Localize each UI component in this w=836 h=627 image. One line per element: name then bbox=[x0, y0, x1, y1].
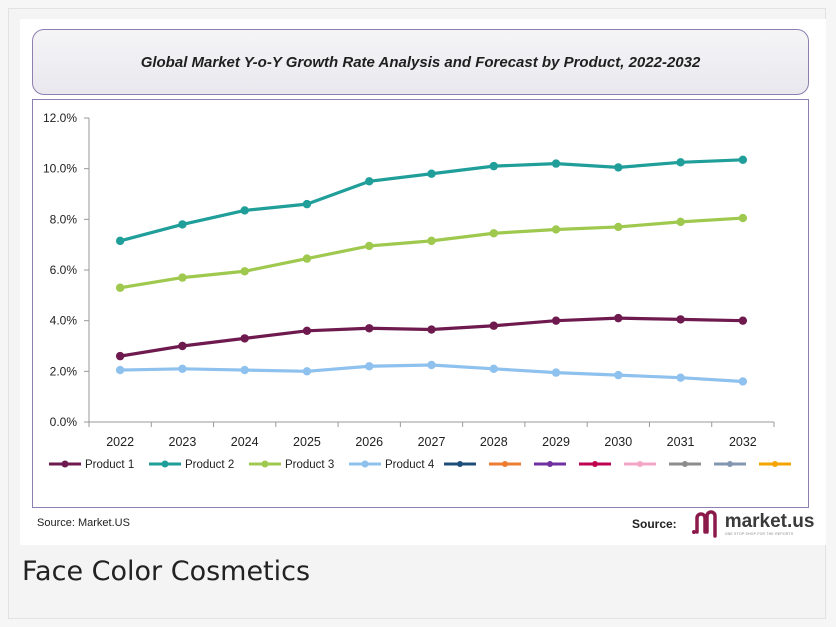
series-line-1 bbox=[120, 318, 743, 356]
brand-name: market.us bbox=[725, 511, 815, 532]
x-tick-label: 2024 bbox=[231, 435, 259, 449]
legend-swatch-marker bbox=[62, 461, 69, 468]
legend-swatch-marker bbox=[162, 461, 169, 468]
market-logo-icon bbox=[691, 510, 721, 538]
chart-figure: Global Market Y-o-Y Growth Rate Analysis… bbox=[20, 19, 826, 545]
data-point bbox=[490, 229, 498, 237]
data-point bbox=[676, 315, 684, 323]
data-point bbox=[178, 365, 186, 373]
legend-extra-marker bbox=[727, 461, 733, 467]
data-point bbox=[240, 334, 248, 342]
data-point bbox=[427, 325, 435, 333]
data-point bbox=[676, 218, 684, 226]
brand-tagline: ONE STOP SHOP FOR THE REPORTS bbox=[725, 532, 815, 536]
legend-extra-marker bbox=[457, 461, 463, 467]
data-point bbox=[552, 159, 560, 167]
data-point bbox=[240, 267, 248, 275]
data-point bbox=[739, 377, 747, 385]
x-tick-label: 2022 bbox=[106, 435, 134, 449]
x-tick-label: 2023 bbox=[169, 435, 197, 449]
data-point bbox=[739, 214, 747, 222]
legend-label: Product 2 bbox=[185, 459, 234, 471]
data-point bbox=[427, 170, 435, 178]
chart-title: Global Market Y-o-Y Growth Rate Analysis… bbox=[141, 54, 701, 71]
market-us-logo: market.us ONE STOP SHOP FOR THE REPORTS bbox=[691, 510, 815, 538]
data-point bbox=[490, 322, 498, 330]
data-point bbox=[552, 316, 560, 324]
legend-swatch-marker bbox=[362, 461, 369, 468]
page-caption: Face Color Cosmetics bbox=[22, 556, 310, 587]
data-point bbox=[614, 314, 622, 322]
data-point bbox=[116, 237, 124, 245]
legend-extra-marker bbox=[682, 461, 688, 467]
data-point bbox=[614, 163, 622, 171]
y-tick-label: 6.0% bbox=[50, 263, 78, 277]
y-tick-label: 8.0% bbox=[50, 212, 78, 226]
legend-extra-marker bbox=[547, 461, 553, 467]
data-point bbox=[739, 156, 747, 164]
data-point bbox=[178, 273, 186, 281]
data-point bbox=[552, 368, 560, 376]
brand-block: Source: market.us ONE STOP SHOP FOR THE … bbox=[632, 509, 814, 539]
data-point bbox=[178, 342, 186, 350]
data-point bbox=[303, 200, 311, 208]
line-chart: 0.0% 2.0% 4.0% 6.0% 8.0% 10.0% 12.0% 2022 2023 20… bbox=[33, 100, 810, 509]
data-point bbox=[178, 220, 186, 228]
x-tick-label: 2029 bbox=[542, 435, 570, 449]
legend-extra-marker bbox=[772, 461, 778, 467]
x-tick-label: 2025 bbox=[293, 435, 321, 449]
data-point bbox=[365, 324, 373, 332]
y-tick-label: 2.0% bbox=[50, 364, 78, 378]
data-point bbox=[116, 284, 124, 292]
x-tick-label: 2032 bbox=[729, 435, 757, 449]
data-point bbox=[303, 327, 311, 335]
data-point bbox=[739, 316, 747, 324]
source-note: Source: Market.US bbox=[37, 517, 130, 529]
data-point bbox=[427, 361, 435, 369]
x-tick-label: 2030 bbox=[604, 435, 632, 449]
data-point bbox=[676, 158, 684, 166]
data-point bbox=[614, 223, 622, 231]
legend-swatch-marker bbox=[262, 461, 269, 468]
y-tick-label: 0.0% bbox=[50, 415, 78, 429]
data-point bbox=[490, 365, 498, 373]
plot-area: 0.0% 2.0% 4.0% 6.0% 8.0% 10.0% 12.0% 2022 2023 20… bbox=[32, 99, 809, 508]
data-point bbox=[427, 237, 435, 245]
data-point bbox=[365, 177, 373, 185]
y-tick-label: 10.0% bbox=[43, 162, 77, 176]
legend-label: Product 3 bbox=[285, 459, 334, 471]
data-point bbox=[552, 225, 560, 233]
y-tick-label: 4.0% bbox=[50, 314, 78, 328]
legend-extra-marker bbox=[592, 461, 598, 467]
data-point bbox=[240, 206, 248, 214]
x-tick-label: 2027 bbox=[418, 435, 446, 449]
data-point bbox=[116, 352, 124, 360]
data-point bbox=[303, 254, 311, 262]
y-tick-label: 12.0% bbox=[43, 111, 77, 125]
x-tick-label: 2026 bbox=[355, 435, 383, 449]
series-line-3 bbox=[120, 218, 743, 288]
x-tick-label: 2028 bbox=[480, 435, 508, 449]
data-point bbox=[365, 362, 373, 370]
data-point bbox=[240, 366, 248, 374]
legend-label: Product 4 bbox=[385, 459, 435, 471]
legend-extra-marker bbox=[502, 461, 508, 467]
x-tick-label: 2031 bbox=[667, 435, 695, 449]
data-point bbox=[365, 242, 373, 250]
legend-label: Product 1 bbox=[85, 459, 134, 471]
chart-title-box: Global Market Y-o-Y Growth Rate Analysis… bbox=[32, 29, 809, 95]
data-point bbox=[303, 367, 311, 375]
data-point bbox=[116, 366, 124, 374]
legend-extra-marker bbox=[637, 461, 643, 467]
data-point bbox=[676, 373, 684, 381]
data-point bbox=[614, 371, 622, 379]
data-point bbox=[490, 162, 498, 170]
brand-source-label: Source: bbox=[632, 517, 677, 531]
